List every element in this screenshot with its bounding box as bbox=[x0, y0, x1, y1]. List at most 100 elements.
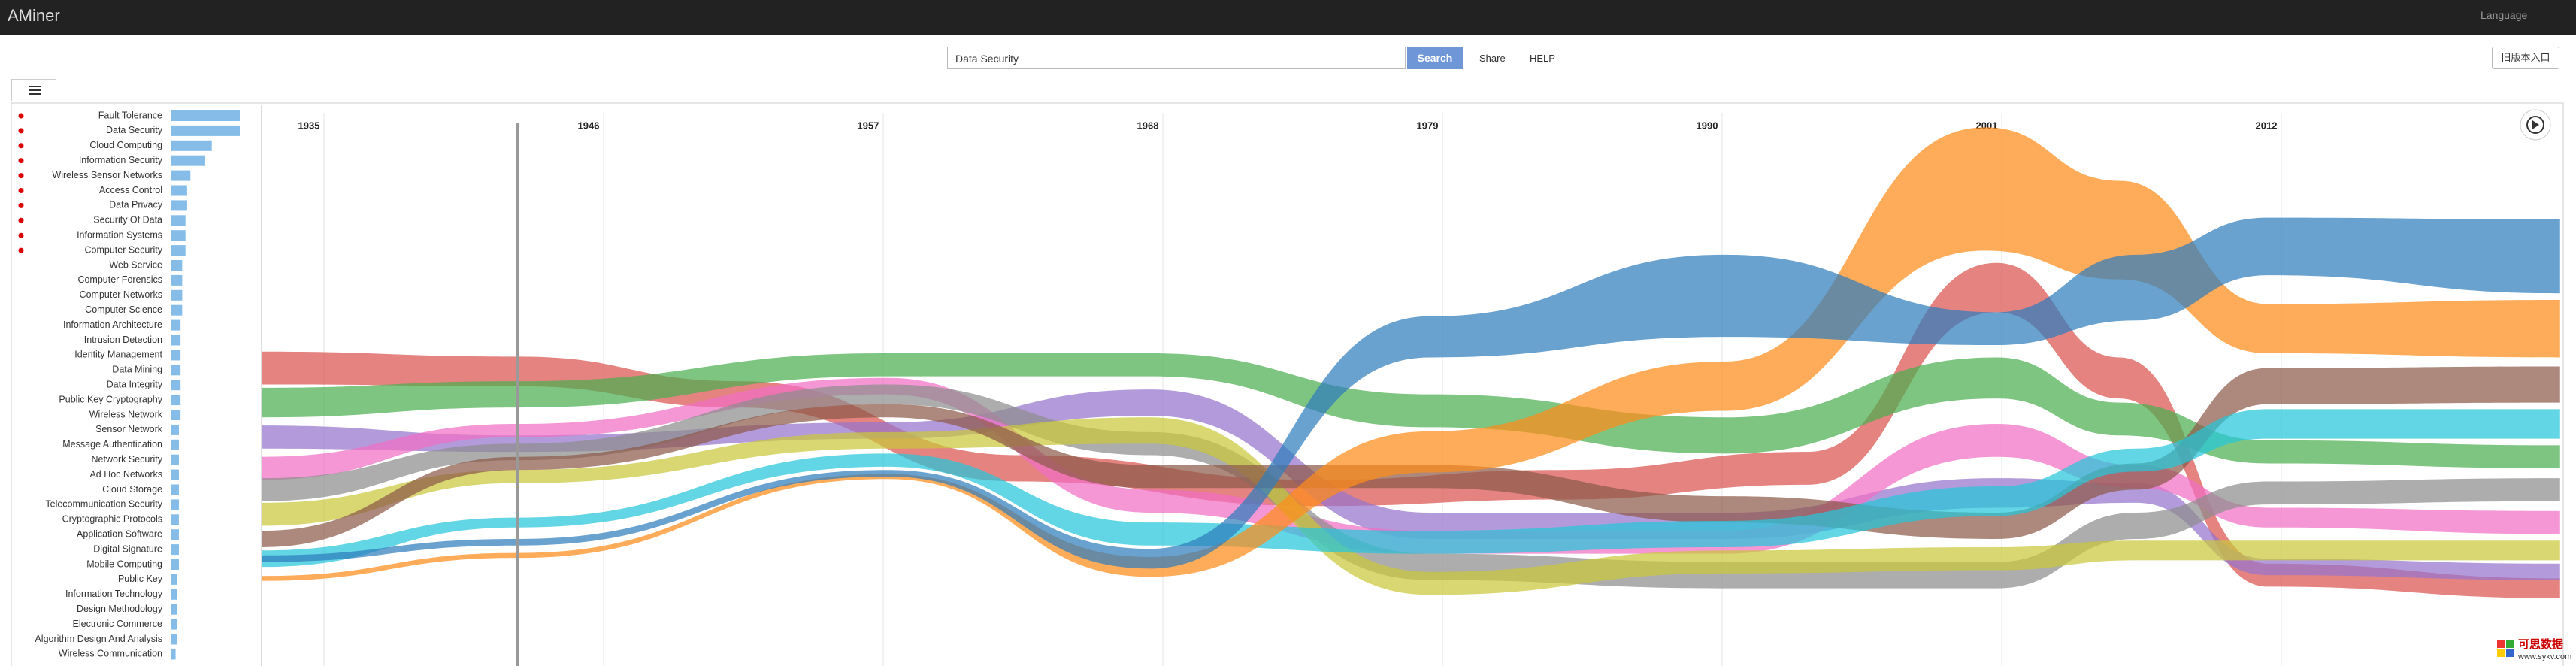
time-slider[interactable] bbox=[516, 123, 519, 666]
topic-label: Algorithm Design And Analysis bbox=[35, 634, 162, 644]
topic-stream bbox=[262, 384, 2560, 589]
topic-bar bbox=[171, 185, 187, 196]
year-label: 2012 bbox=[2256, 120, 2278, 131]
topic-bar bbox=[171, 140, 212, 151]
year-label: 1935 bbox=[298, 120, 320, 131]
watermark-logo bbox=[2497, 640, 2514, 657]
topic-dot bbox=[18, 232, 24, 238]
play-icon bbox=[2526, 116, 2544, 134]
topic-label: Information Systems bbox=[77, 229, 162, 240]
topic-label: Sensor Network bbox=[95, 424, 163, 434]
topic-label: Wireless Network bbox=[89, 409, 163, 419]
topic-label: Public Key Cryptography bbox=[59, 394, 162, 404]
topic-bar bbox=[171, 439, 179, 450]
play-button[interactable] bbox=[2520, 109, 2551, 141]
topic-bar bbox=[171, 289, 183, 301]
topic-bar bbox=[171, 619, 177, 630]
play-triangle bbox=[2532, 120, 2539, 129]
search-button[interactable]: Search bbox=[1407, 47, 1463, 69]
share-link[interactable]: Share bbox=[1479, 53, 1506, 64]
topic-label: Information Technology bbox=[65, 589, 163, 599]
topic-stream bbox=[262, 366, 2560, 547]
topic-stream bbox=[262, 353, 2560, 469]
topic-bar bbox=[171, 125, 240, 136]
topic-label: Cryptographic Protocols bbox=[62, 514, 162, 525]
topic-stream bbox=[262, 262, 2560, 598]
topic-bar bbox=[171, 484, 179, 495]
topic-bar bbox=[171, 200, 187, 211]
topic-bar bbox=[171, 380, 181, 391]
logo[interactable]: AMiner bbox=[8, 6, 60, 25]
old-version-button[interactable]: 旧版本入口 bbox=[2492, 47, 2559, 69]
topic-dot bbox=[18, 188, 24, 193]
topic-dot bbox=[18, 128, 24, 134]
topic-label: Fault Tolerance bbox=[98, 110, 162, 120]
topic-label: Intrusion Detection bbox=[84, 335, 162, 345]
search-input[interactable]: Data Security bbox=[947, 47, 1406, 69]
language-menu[interactable]: Language bbox=[2481, 9, 2528, 21]
topic-label: Cloud Storage bbox=[102, 484, 162, 495]
topic-dot bbox=[18, 143, 24, 149]
topic-dot bbox=[18, 217, 24, 223]
topic-label: Design Methodology bbox=[77, 604, 163, 614]
topic-dot bbox=[18, 247, 24, 253]
topic-label: Data Privacy bbox=[109, 200, 163, 210]
topic-label: Telecommunication Security bbox=[45, 499, 162, 510]
topic-bar bbox=[171, 350, 181, 361]
topic-label: Ad Hoc Networks bbox=[89, 469, 162, 480]
topic-bar bbox=[171, 469, 179, 480]
topic-stream bbox=[262, 409, 2560, 568]
top-bar: AMiner Language bbox=[0, 0, 2576, 35]
topic-stream bbox=[262, 377, 2560, 554]
year-label: 1957 bbox=[858, 120, 879, 131]
topic-label: Computer Forensics bbox=[77, 274, 162, 285]
topic-bar bbox=[171, 230, 186, 241]
topic-bar bbox=[171, 559, 179, 570]
topic-label: Data Security bbox=[106, 125, 163, 135]
topic-stream bbox=[262, 217, 2560, 569]
topic-bar bbox=[171, 649, 176, 660]
topic-label: Computer Security bbox=[84, 244, 162, 255]
topic-bar bbox=[171, 544, 179, 556]
topic-dot bbox=[18, 202, 24, 208]
topic-dot bbox=[18, 158, 24, 164]
topic-dot bbox=[18, 113, 24, 119]
list-toggle[interactable] bbox=[11, 79, 56, 101]
topic-label: Data Integrity bbox=[107, 379, 163, 389]
watermark-url: www.sykv.com bbox=[2517, 652, 2571, 661]
topic-bar bbox=[171, 499, 179, 510]
topic-label: Security Of Data bbox=[93, 215, 162, 226]
topic-label: Computer Networks bbox=[80, 289, 162, 300]
topic-label: Information Security bbox=[79, 155, 163, 165]
topic-stream bbox=[262, 417, 2560, 595]
help-link[interactable]: HELP bbox=[1530, 53, 1555, 64]
topic-label: Digital Signature bbox=[93, 543, 162, 554]
topic-label: Public Key bbox=[118, 574, 163, 584]
topic-label: Application Software bbox=[77, 528, 162, 539]
topic-stream bbox=[262, 127, 2560, 581]
year-label: 1946 bbox=[578, 120, 600, 131]
topic-stream bbox=[262, 389, 2560, 580]
topic-label: Identity Management bbox=[74, 350, 162, 360]
topic-bar bbox=[171, 410, 181, 420]
topic-bar bbox=[171, 319, 181, 331]
topic-bar bbox=[171, 155, 205, 166]
topic-label: Wireless Communication bbox=[59, 649, 162, 659]
year-label: 1968 bbox=[1137, 120, 1159, 131]
topic-bar bbox=[171, 274, 183, 286]
topic-label: Web Service bbox=[109, 259, 162, 270]
year-label: 1990 bbox=[1697, 120, 1718, 131]
year-label: 2001 bbox=[1976, 120, 1998, 131]
topic-label: Electronic Commerce bbox=[73, 619, 163, 629]
topic-bar bbox=[171, 634, 177, 645]
topic-label: Message Authentication bbox=[62, 439, 162, 450]
topic-bar bbox=[171, 365, 181, 376]
topic-bar bbox=[171, 304, 183, 316]
topic-bar bbox=[171, 170, 191, 181]
list-icon bbox=[29, 86, 41, 95]
topic-label: Data Mining bbox=[112, 365, 162, 375]
topic-label: Cloud Computing bbox=[89, 140, 162, 150]
topic-label: Computer Science bbox=[85, 304, 162, 315]
topic-label: Mobile Computing bbox=[86, 559, 162, 569]
watermark-name: 可思数据 bbox=[2518, 637, 2563, 651]
